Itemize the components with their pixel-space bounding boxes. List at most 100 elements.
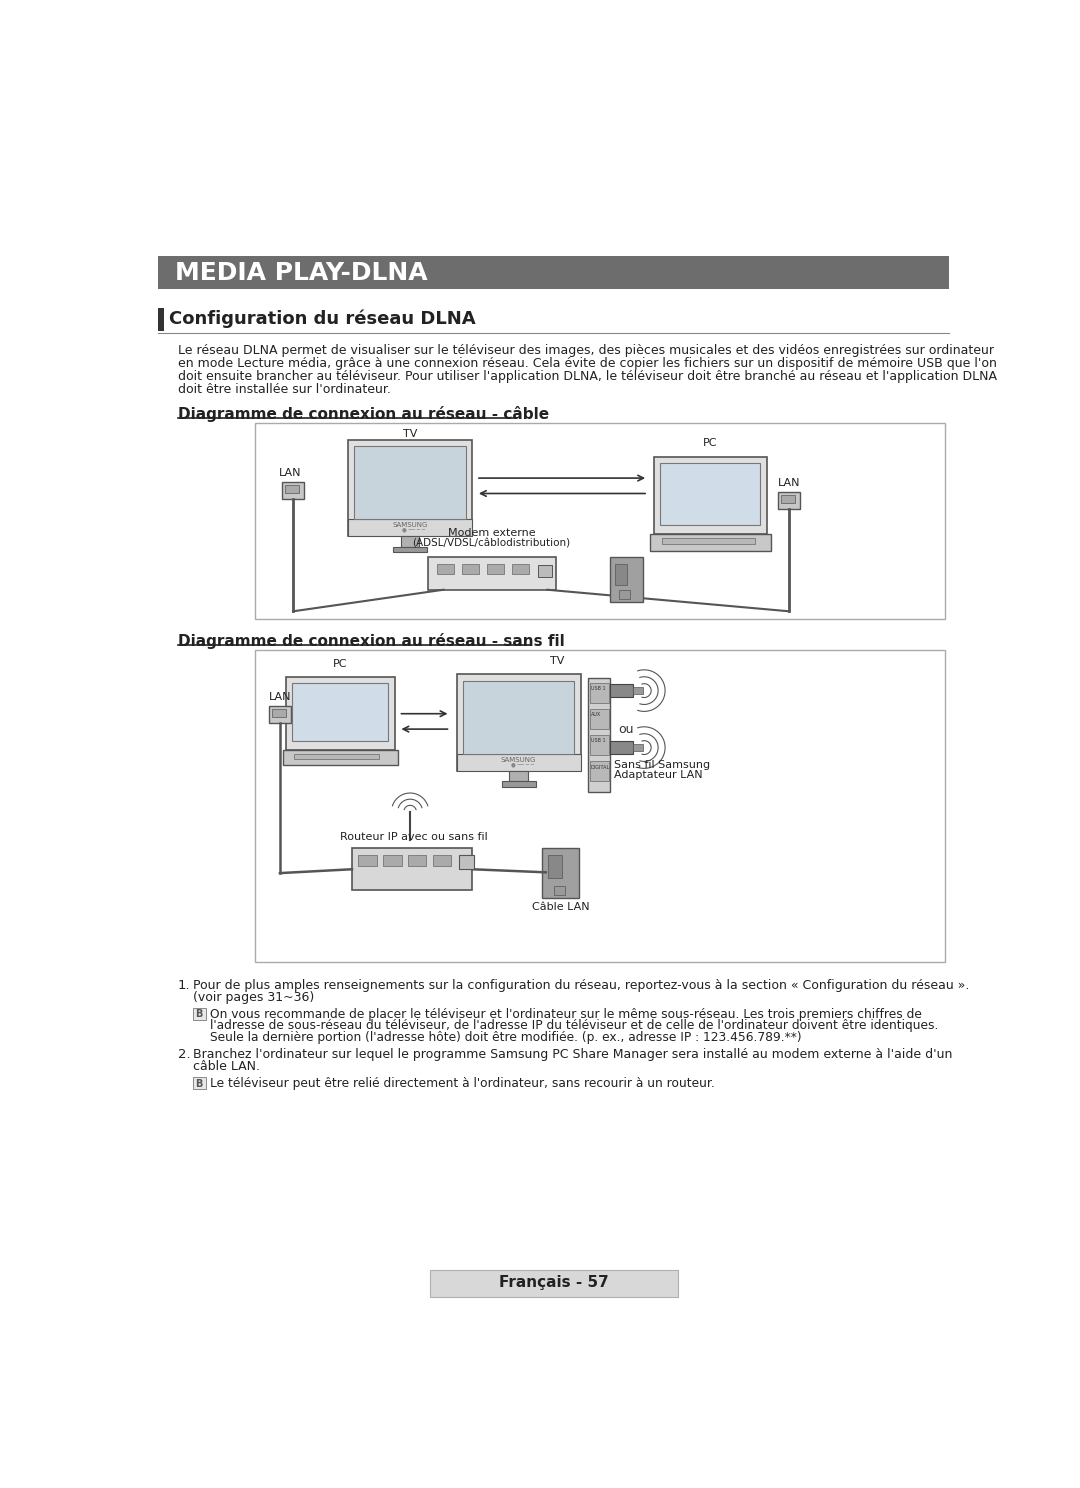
Text: Branchez l'ordinateur sur lequel le programme Samsung PC Share Manager sera inst: Branchez l'ordinateur sur lequel le prog… xyxy=(193,1048,953,1061)
Bar xyxy=(633,744,643,751)
Bar xyxy=(654,457,767,534)
Text: Pour de plus amples renseignements sur la configuration du réseau, reportez-vous: Pour de plus amples renseignements sur l… xyxy=(193,979,970,991)
Bar xyxy=(542,848,579,897)
Bar xyxy=(619,589,631,600)
Bar xyxy=(430,1271,677,1296)
Bar xyxy=(610,684,633,696)
Bar xyxy=(383,856,402,866)
Text: DIGITAL: DIGITAL xyxy=(591,765,610,769)
Bar xyxy=(457,674,581,771)
Bar xyxy=(159,256,948,290)
Text: Configuration du réseau DLNA: Configuration du réseau DLNA xyxy=(170,310,475,327)
Bar xyxy=(159,308,164,330)
Bar xyxy=(282,482,303,498)
Text: SAMSUNG: SAMSUNG xyxy=(392,522,428,528)
Text: ● ── ─ ─: ● ── ─ ─ xyxy=(511,762,534,768)
Bar xyxy=(590,710,608,729)
Bar xyxy=(433,856,451,866)
Text: Sans fil Samsung: Sans fil Samsung xyxy=(613,760,710,769)
Text: câble LAN.: câble LAN. xyxy=(193,1061,260,1073)
Text: SAMSUNG: SAMSUNG xyxy=(501,757,537,763)
Bar xyxy=(662,539,755,545)
Bar xyxy=(462,564,480,574)
Text: Le téléviseur peut être relié directement à l'ordinateur, sans recourir à un rou: Le téléviseur peut être relié directemen… xyxy=(211,1077,715,1091)
Text: LAN: LAN xyxy=(778,478,800,488)
Bar xyxy=(512,564,529,574)
Text: PC: PC xyxy=(703,437,717,448)
Text: Routeur IP avec ou sans fil: Routeur IP avec ou sans fil xyxy=(340,832,488,842)
Text: Diagramme de connexion au réseau - câble: Diagramme de connexion au réseau - câble xyxy=(177,406,549,421)
Bar xyxy=(193,1077,205,1089)
Bar xyxy=(548,856,562,878)
Bar xyxy=(255,650,945,961)
Text: TV: TV xyxy=(550,656,565,667)
Bar xyxy=(501,781,536,787)
Text: PC: PC xyxy=(333,659,348,670)
Text: USB 1: USB 1 xyxy=(591,686,605,690)
Text: ● ── ─ ─: ● ── ─ ─ xyxy=(403,527,426,533)
Text: Adaptateur LAN: Adaptateur LAN xyxy=(613,769,703,780)
Bar xyxy=(283,750,397,765)
Text: TV: TV xyxy=(403,429,417,439)
Text: doit être installée sur l'ordinateur.: doit être installée sur l'ordinateur. xyxy=(177,384,391,396)
Bar xyxy=(393,546,428,552)
Text: Modem externe: Modem externe xyxy=(448,528,536,539)
Bar xyxy=(589,679,610,792)
Bar xyxy=(348,519,472,536)
Bar xyxy=(633,687,643,695)
Bar xyxy=(255,423,945,619)
Bar xyxy=(590,762,608,781)
Text: Seule la dernière portion (l'adresse hôte) doit être modifiée. (p. ex., adresse : Seule la dernière portion (l'adresse hôt… xyxy=(211,1031,801,1045)
Text: LAN: LAN xyxy=(269,692,292,702)
Bar xyxy=(510,771,528,781)
Bar xyxy=(286,677,394,750)
Text: Câble LAN: Câble LAN xyxy=(531,902,590,912)
Bar xyxy=(610,741,633,754)
Bar xyxy=(610,558,643,603)
Text: Français - 57: Français - 57 xyxy=(499,1275,608,1290)
Bar xyxy=(650,534,770,551)
Text: USB 1: USB 1 xyxy=(591,738,605,744)
Bar xyxy=(285,485,299,493)
Bar xyxy=(272,710,286,717)
Bar xyxy=(779,493,800,509)
Text: l'adresse de sous-réseau du téléviseur, de l'adresse IP du téléviseur et de cell: l'adresse de sous-réseau du téléviseur, … xyxy=(211,1019,939,1033)
Bar xyxy=(457,754,581,771)
Text: en mode Lecture média, grâce à une connexion réseau. Cela évite de copier les fi: en mode Lecture média, grâce à une conne… xyxy=(177,357,997,371)
Bar xyxy=(437,564,455,574)
Bar xyxy=(661,463,760,525)
Text: 1.: 1. xyxy=(177,979,190,991)
Bar xyxy=(590,683,608,702)
Bar xyxy=(269,705,291,723)
Bar xyxy=(193,1007,205,1021)
Text: AUX: AUX xyxy=(591,713,600,717)
Bar xyxy=(401,536,419,546)
Bar xyxy=(781,496,795,503)
Bar xyxy=(293,683,389,741)
Text: Le réseau DLNA permet de visualiser sur le téléviseur des images, des pièces mus: Le réseau DLNA permet de visualiser sur … xyxy=(177,344,994,357)
Text: Diagramme de connexion au réseau - sans fil: Diagramme de connexion au réseau - sans … xyxy=(177,632,565,649)
Bar xyxy=(428,558,556,589)
Text: LAN: LAN xyxy=(279,469,301,478)
Bar xyxy=(352,848,472,890)
Text: 2.: 2. xyxy=(177,1048,190,1061)
Text: ou: ou xyxy=(618,723,633,737)
Text: B: B xyxy=(195,1009,203,1019)
Bar xyxy=(554,887,565,896)
Text: MEDIA PLAY-DLNA: MEDIA PLAY-DLNA xyxy=(175,260,428,284)
Bar xyxy=(354,446,465,519)
Bar xyxy=(487,564,504,574)
Bar xyxy=(294,754,379,759)
Bar xyxy=(348,439,472,536)
Bar xyxy=(459,856,474,869)
Bar xyxy=(538,565,552,577)
Text: B: B xyxy=(195,1079,203,1089)
Bar xyxy=(408,856,427,866)
Text: On vous recommande de placer le téléviseur et l'ordinateur sur le même sous-rése: On vous recommande de placer le télévise… xyxy=(211,1007,922,1021)
Text: (ADSL/VDSL/câblodistribution): (ADSL/VDSL/câblodistribution) xyxy=(413,539,570,549)
Bar xyxy=(590,735,608,756)
Bar xyxy=(359,856,377,866)
Text: (voir pages 31~36): (voir pages 31~36) xyxy=(193,991,314,1004)
Bar xyxy=(615,564,627,585)
Text: doit ensuite brancher au téléviseur. Pour utiliser l'application DLNA, le télévi: doit ensuite brancher au téléviseur. Pou… xyxy=(177,371,997,384)
